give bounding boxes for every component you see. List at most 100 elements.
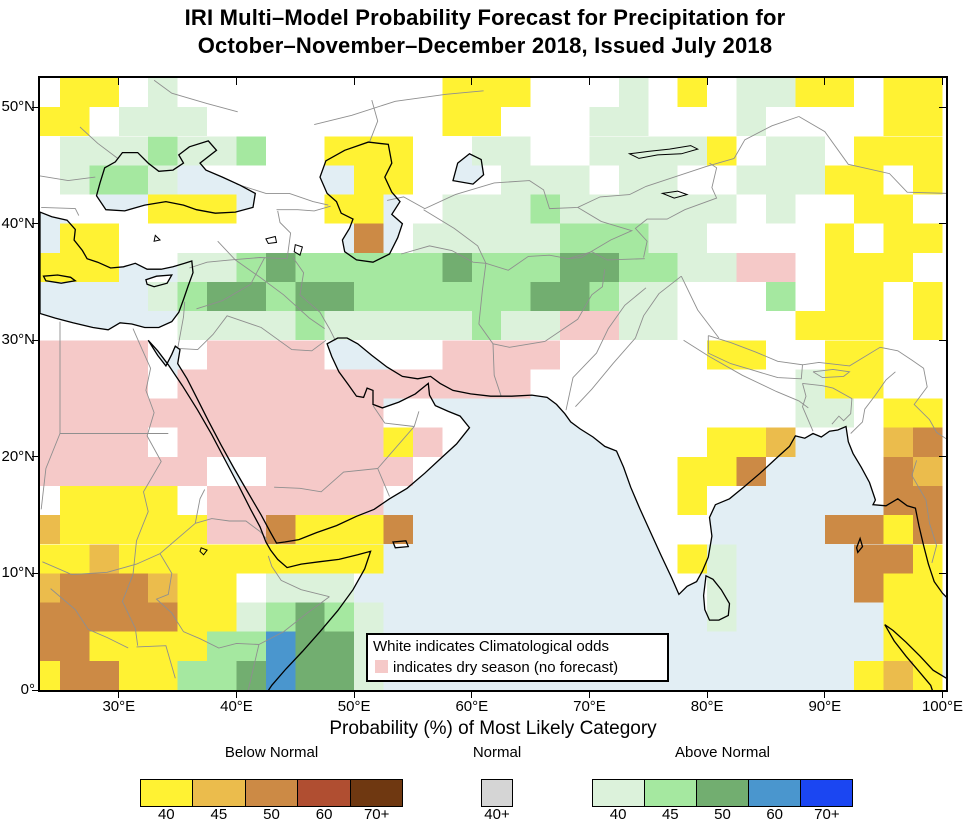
forecast-cell: [530, 194, 561, 224]
forecast-cell: [413, 427, 443, 457]
forecast-cell: [530, 165, 561, 195]
forecast-cell: [118, 136, 149, 166]
country-border: [194, 489, 206, 524]
country-border: [267, 555, 330, 598]
forecast-cell: [207, 660, 237, 690]
forecast-cell: [648, 223, 678, 253]
x-tick-label: 80°E: [690, 698, 724, 715]
y-tick-inner: [939, 456, 946, 458]
caspian-sea-coastline: [319, 141, 404, 263]
forecast-cell: [60, 544, 90, 574]
indian-ocean-coastline: [147, 337, 946, 690]
forecast-cell: [60, 136, 90, 166]
legend-swatch-above-70+: [800, 780, 852, 806]
country-border: [423, 209, 487, 264]
forecast-cell: [383, 282, 414, 312]
forecast-cell: [60, 398, 90, 428]
legend-value: 40: [609, 806, 627, 823]
forecast-cell: [40, 573, 61, 603]
legend-value: 50: [714, 806, 731, 823]
forecast-cell: [118, 660, 149, 690]
x-tick-inner: [353, 78, 355, 85]
forecast-cell: [648, 282, 678, 312]
forecast-cell: [648, 311, 678, 341]
forecast-cell: [677, 78, 708, 108]
forecast-cell: [913, 165, 943, 195]
forecast-cell: [736, 340, 767, 370]
forecast-cell: [295, 602, 325, 632]
forecast-cell: [413, 282, 443, 312]
forecast-cell: [824, 311, 855, 341]
forecast-cell: [707, 136, 737, 166]
forecast-cell: [207, 369, 237, 399]
forecast-cell: [207, 486, 237, 516]
legend-swatch-normal-40+: [482, 780, 512, 806]
forecast-cell: [40, 252, 61, 283]
forecast-cell: [707, 573, 737, 603]
forecast-cell: [501, 223, 531, 253]
country-border: [733, 116, 800, 159]
country-border: [802, 382, 853, 425]
forecast-cell: [677, 194, 708, 224]
climatology-note-box: White indicates Climatological odds indi…: [366, 633, 669, 682]
y-tick-inner: [939, 339, 946, 341]
x-tick-inner: [588, 78, 590, 85]
country-border: [911, 460, 938, 564]
forecast-cell: [89, 602, 119, 632]
forecast-cell: [677, 252, 708, 283]
legend-value: 50: [263, 806, 280, 823]
forecast-cell: [148, 573, 178, 603]
x-tick: [941, 692, 943, 698]
forecast-cell: [354, 602, 384, 632]
forecast-cell: [913, 427, 943, 457]
country-border: [798, 116, 946, 194]
forecast-cell: [854, 369, 884, 399]
forecast-cell: [177, 194, 208, 224]
note-line2: indicates dry season (no forecast): [373, 657, 662, 678]
forecast-cell: [824, 78, 855, 108]
forecast-cell: [618, 136, 649, 166]
forecast-cell: [766, 78, 796, 108]
forecast-cell: [589, 252, 619, 283]
forecast-cell: [913, 311, 943, 341]
note-line1: White indicates Climatological odds: [373, 638, 609, 655]
forecast-cell: [177, 544, 208, 574]
forecast-cell: [177, 427, 208, 457]
forecast-cell: [89, 136, 119, 166]
forecast-cell: [677, 486, 708, 516]
country-border: [565, 287, 647, 411]
forecast-cell: [677, 456, 708, 487]
legend-value: 60: [315, 806, 333, 823]
forecast-cell: [501, 369, 531, 399]
forecast-cell: [265, 456, 296, 487]
legend-value: 40+: [484, 806, 510, 823]
forecast-cell: [913, 136, 943, 166]
y-tick-label: 20°N: [1, 447, 35, 465]
forecast-cell: [265, 311, 296, 341]
country-border: [177, 301, 186, 349]
forecast-cell: [40, 107, 61, 137]
forecast-cell: [354, 544, 384, 574]
forecast-cell: [854, 194, 884, 224]
forecast-cell: [501, 165, 531, 195]
legend-value: 40: [157, 806, 175, 823]
x-tick-label: 70°E: [573, 698, 606, 715]
forecast-cell: [354, 223, 384, 253]
country-border: [177, 315, 327, 352]
forecast-cell: [324, 631, 355, 661]
forecast-cell: [89, 573, 119, 603]
map-canvas: [40, 78, 946, 690]
legend-bar-above: [592, 779, 853, 807]
title-line2: October–November–December 2018, Issued J…: [197, 33, 773, 58]
y-tick-inner: [939, 689, 946, 691]
forecast-cell: [265, 252, 296, 283]
forecast-cell: [471, 194, 502, 224]
legend-value: 70+: [814, 806, 840, 823]
forecast-cell: [148, 456, 178, 487]
forecast-cell: [177, 398, 208, 428]
forecast-cell: [766, 427, 796, 457]
forecast-cell: [383, 136, 414, 166]
forecast-cell: [560, 223, 590, 253]
legend-swatch-below-60: [297, 780, 350, 806]
forecast-cell: [236, 369, 266, 399]
